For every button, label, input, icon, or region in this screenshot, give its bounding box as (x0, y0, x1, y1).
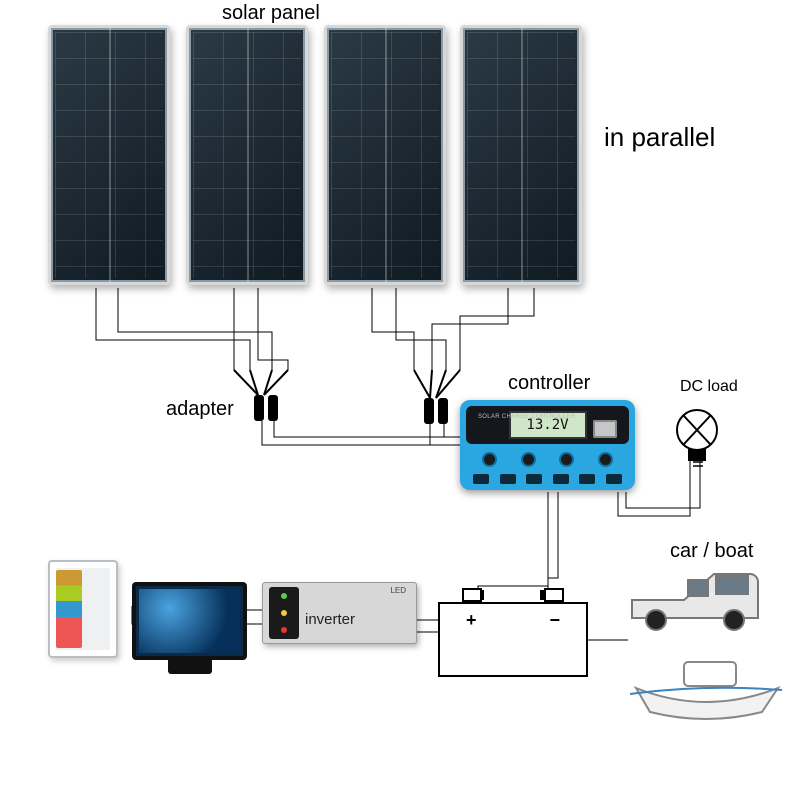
inverter-led-label: LED (390, 586, 406, 595)
label-solar-panel: solar panel (222, 2, 320, 25)
bulb-icon (677, 410, 717, 466)
label-in-parallel: in parallel (604, 122, 715, 153)
usb-ports-icon (593, 420, 617, 438)
solar-panel-4 (460, 25, 582, 285)
label-adapter: adapter (166, 398, 234, 421)
inverter-label: inverter (305, 611, 355, 628)
solar-panel-1 (48, 25, 170, 285)
tv-icon (132, 582, 247, 660)
diagram-root: solar panel in parallel adapter controll… (0, 0, 800, 800)
controller-terminals (468, 474, 627, 486)
boat-icon (630, 662, 782, 719)
solar-panel-3 (324, 25, 446, 285)
fridge-icon (48, 560, 118, 658)
battery-minus: − (549, 610, 560, 631)
battery-terminal-negative (544, 588, 564, 602)
label-car-boat: car / boat (670, 540, 753, 563)
inverter-leds-icon (269, 587, 299, 639)
label-dc-load: DC load (680, 378, 738, 396)
battery-terminal-positive (462, 588, 482, 602)
battery-plus: + (466, 610, 477, 631)
van-icon (632, 574, 758, 630)
charge-controller: SOLAR CHARGE CONTROLLER 13.2V (460, 400, 635, 490)
label-controller: controller (508, 372, 590, 395)
controller-buttons (470, 454, 625, 468)
battery: + − (438, 602, 588, 677)
inverter: LED inverter (262, 582, 417, 644)
solar-panel-2 (186, 25, 308, 285)
controller-header: SOLAR CHARGE CONTROLLER (478, 414, 575, 420)
